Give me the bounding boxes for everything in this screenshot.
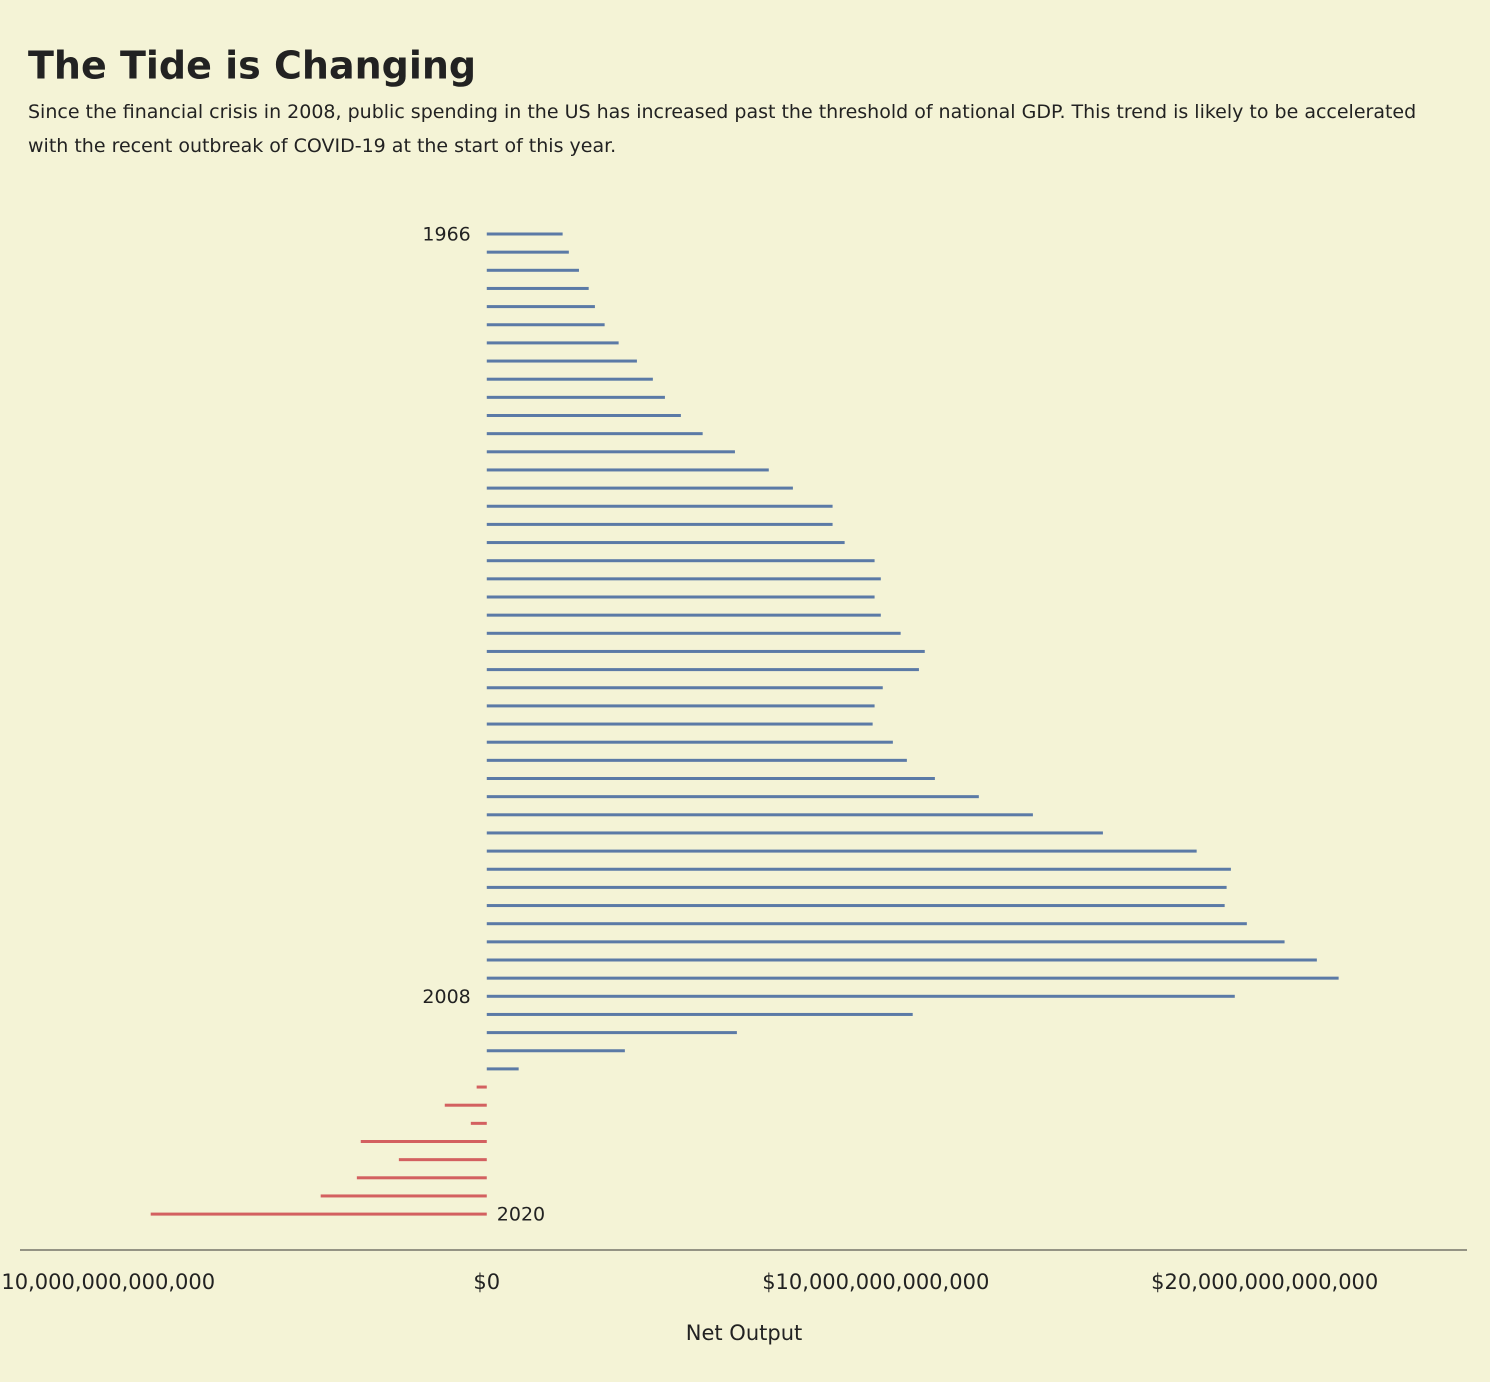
bar (320, 1194, 487, 1198)
bar (486, 250, 569, 254)
bar (486, 595, 875, 599)
bar (486, 414, 681, 417)
bar (486, 722, 873, 726)
bar (486, 649, 925, 653)
bar (444, 1103, 487, 1107)
bar (486, 686, 883, 690)
x-tick-label: -$10,000,000,000,000 (0, 1270, 215, 1294)
bar (470, 1121, 487, 1125)
bar (398, 1158, 487, 1162)
chart-subtitle: Since the financial crisis in 2008, publ… (28, 101, 1417, 157)
y-category-label: 2008 (422, 986, 470, 1008)
bar (486, 976, 1339, 980)
bar (486, 323, 605, 327)
bar (486, 468, 769, 472)
bar (486, 305, 595, 309)
bar (486, 885, 1227, 889)
bar (486, 232, 563, 236)
bar (486, 395, 665, 399)
bar (486, 450, 735, 454)
x-tick-label: $20,000,000,000,000 (1151, 1270, 1378, 1294)
x-tick-label: $10,000,000,000,000 (762, 1270, 989, 1294)
bar (486, 341, 619, 345)
bar (486, 668, 919, 672)
bar (486, 849, 1197, 853)
bar (486, 1031, 737, 1035)
bar (486, 795, 979, 799)
bar (486, 777, 935, 780)
y-category-label: 2020 (497, 1204, 545, 1226)
bar (486, 522, 833, 526)
bar (486, 486, 793, 490)
bar (486, 758, 907, 762)
bar (486, 994, 1235, 998)
x-tick-label: $0 (473, 1270, 500, 1294)
bar (476, 1085, 487, 1089)
bar (486, 867, 1231, 871)
bar (486, 286, 589, 290)
bar (486, 559, 875, 563)
y-category-label: 1966 (422, 224, 470, 246)
bar (486, 359, 637, 363)
bar (486, 613, 881, 617)
bar (486, 1012, 913, 1016)
bar (356, 1176, 487, 1180)
bar (486, 577, 881, 581)
bar (486, 1049, 625, 1053)
bar (486, 958, 1317, 962)
x-axis-label: Net Output (686, 1321, 802, 1345)
bar (486, 377, 653, 381)
bar (486, 504, 833, 508)
bar (486, 432, 703, 436)
bar (486, 740, 893, 744)
bar (486, 541, 845, 545)
bar (150, 1212, 487, 1216)
chart-title: The Tide is Changing (28, 44, 476, 88)
bar (486, 940, 1285, 944)
bar (486, 268, 579, 272)
bar (486, 631, 901, 635)
bar (486, 704, 875, 708)
bar (360, 1140, 487, 1143)
bar (486, 1067, 519, 1071)
bar (486, 813, 1033, 817)
bar (486, 922, 1247, 926)
bar (486, 831, 1103, 835)
bar (486, 904, 1225, 908)
